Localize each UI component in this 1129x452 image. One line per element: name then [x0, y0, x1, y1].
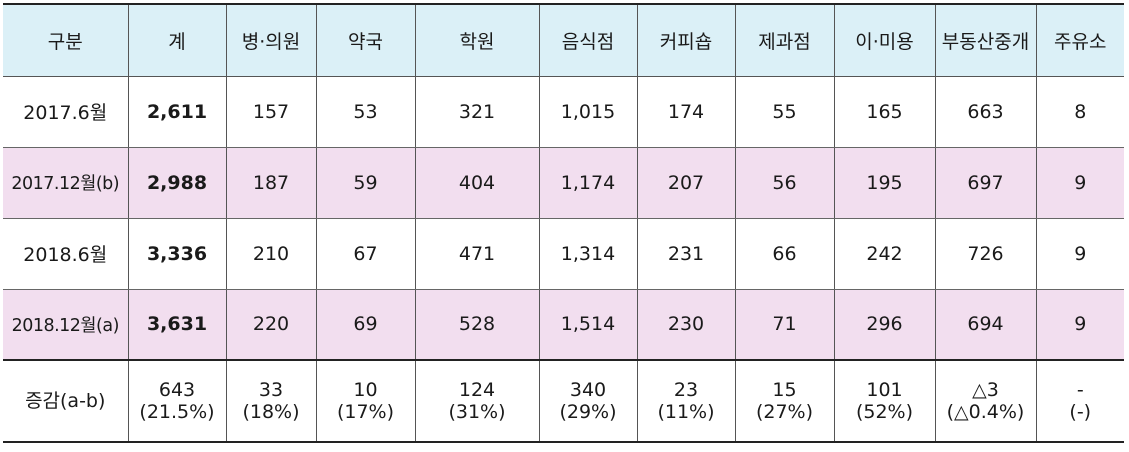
change-cell: 15 (27%) — [734, 359, 835, 443]
table-cell: 321 — [414, 76, 540, 148]
change-value: - — [1076, 379, 1084, 401]
row-label: 2018.12월(a) — [3, 289, 129, 361]
table-cell: 1,314 — [538, 218, 638, 290]
table-cell: 471 — [414, 218, 540, 290]
table-cell: 53 — [315, 76, 416, 148]
change-percent: (29%) — [559, 401, 617, 423]
change-value: 10 — [353, 379, 378, 401]
header-clinic: 병·의원 — [225, 3, 317, 77]
header-coffee-shop: 커피숍 — [636, 3, 736, 77]
change-percent: (17%) — [336, 401, 395, 423]
header-row: 구분 계 병·의원 약국 학원 음식점 커피숍 제과점 이·미용 부동산중개 주… — [3, 3, 1124, 77]
change-cell: 10 (17%) — [315, 359, 416, 443]
change-percent: (△0.4%) — [946, 401, 1025, 423]
table-cell: 1,174 — [538, 147, 638, 219]
table-row: 2018.6월 3,336 210 67 471 1,314 231 66 24… — [3, 218, 1124, 290]
table-cell: 59 — [315, 147, 416, 219]
row-label: 2017.6월 — [3, 76, 129, 148]
table-cell: 66 — [734, 218, 835, 290]
row-label: 2017.12월(b) — [3, 147, 129, 219]
change-cell: 33 (18%) — [225, 359, 317, 443]
header-bakery: 제과점 — [734, 3, 835, 77]
table-cell: 242 — [833, 218, 936, 290]
table-cell: 663 — [934, 76, 1037, 148]
change-percent: (11%) — [657, 401, 715, 423]
table-cell: 187 — [225, 147, 317, 219]
change-value: 643 — [158, 379, 196, 401]
table-row: 2018.12월(a) 3,631 220 69 528 1,514 230 7… — [3, 289, 1124, 361]
change-percent: (18%) — [242, 401, 300, 423]
change-percent: (31%) — [448, 401, 506, 423]
change-value: 101 — [866, 379, 903, 401]
table-cell: 404 — [414, 147, 540, 219]
table-cell: 157 — [225, 76, 317, 148]
table-cell: 71 — [734, 289, 835, 361]
table-cell: 3,336 — [127, 218, 227, 290]
stats-table-container: 구분 계 병·의원 약국 학원 음식점 커피숍 제과점 이·미용 부동산중개 주… — [3, 3, 1124, 443]
change-percent: (27%) — [755, 401, 814, 423]
table-cell: 8 — [1035, 76, 1124, 148]
change-value: 33 — [258, 379, 284, 401]
table-cell: 1,015 — [538, 76, 638, 148]
change-cell: 124 (31%) — [414, 359, 540, 443]
table-cell: 165 — [833, 76, 936, 148]
header-gas-station: 주유소 — [1035, 3, 1124, 77]
table-cell: 9 — [1035, 147, 1124, 219]
change-value: 124 — [458, 379, 496, 401]
header-pharmacy: 약국 — [315, 3, 416, 77]
change-value: 340 — [569, 379, 607, 401]
table-cell: 528 — [414, 289, 540, 361]
table-cell: 67 — [315, 218, 416, 290]
table-cell: 9 — [1035, 289, 1124, 361]
change-label: 증감(a-b) — [3, 359, 129, 443]
table-cell: 210 — [225, 218, 317, 290]
change-cell: - (-) — [1035, 359, 1124, 443]
table-cell: 69 — [315, 289, 416, 361]
table-cell: 195 — [833, 147, 936, 219]
change-percent: (52%) — [855, 401, 914, 423]
row-label: 2018.6월 — [3, 218, 129, 290]
table-cell: 1,514 — [538, 289, 638, 361]
business-count-table: 구분 계 병·의원 약국 학원 음식점 커피숍 제과점 이·미용 부동산중개 주… — [3, 3, 1124, 443]
table-cell: 726 — [934, 218, 1037, 290]
table-cell: 231 — [636, 218, 736, 290]
change-cell: 101 (52%) — [833, 359, 936, 443]
change-value: 15 — [772, 379, 797, 401]
change-value: 23 — [673, 379, 699, 401]
table-cell: 56 — [734, 147, 835, 219]
header-real-estate: 부동산중개 — [934, 3, 1037, 77]
change-cell: 340 (29%) — [538, 359, 638, 443]
table-cell: 207 — [636, 147, 736, 219]
header-category: 구분 — [3, 3, 129, 77]
table-cell: 3,631 — [127, 289, 227, 361]
table-row: 2017.12월(b) 2,988 187 59 404 1,174 207 5… — [3, 147, 1124, 219]
table-cell: 230 — [636, 289, 736, 361]
change-cell: △3 (△0.4%) — [934, 359, 1037, 443]
change-percent: (21.5%) — [139, 401, 215, 423]
table-row: 2017.6월 2,611 157 53 321 1,015 174 55 16… — [3, 76, 1124, 148]
table-cell: 296 — [833, 289, 936, 361]
change-cell: 643 (21.5%) — [127, 359, 227, 443]
change-row: 증감(a-b) 643 (21.5%) 33 (18%) 10 (17%) 124 (3… — [3, 359, 1124, 443]
table-cell: 2,988 — [127, 147, 227, 219]
header-academy: 학원 — [414, 3, 540, 77]
header-beauty: 이·미용 — [833, 3, 936, 77]
table-cell: 55 — [734, 76, 835, 148]
table-cell: 694 — [934, 289, 1037, 361]
table-cell: 9 — [1035, 218, 1124, 290]
change-cell: 23 (11%) — [636, 359, 736, 443]
table-cell: 697 — [934, 147, 1037, 219]
table-cell: 220 — [225, 289, 317, 361]
header-total: 계 — [127, 3, 227, 77]
table-cell: 174 — [636, 76, 736, 148]
change-value: △3 — [972, 379, 999, 401]
change-percent: (-) — [1069, 401, 1092, 423]
table-cell: 2,611 — [127, 76, 227, 148]
header-restaurant: 음식점 — [538, 3, 638, 77]
